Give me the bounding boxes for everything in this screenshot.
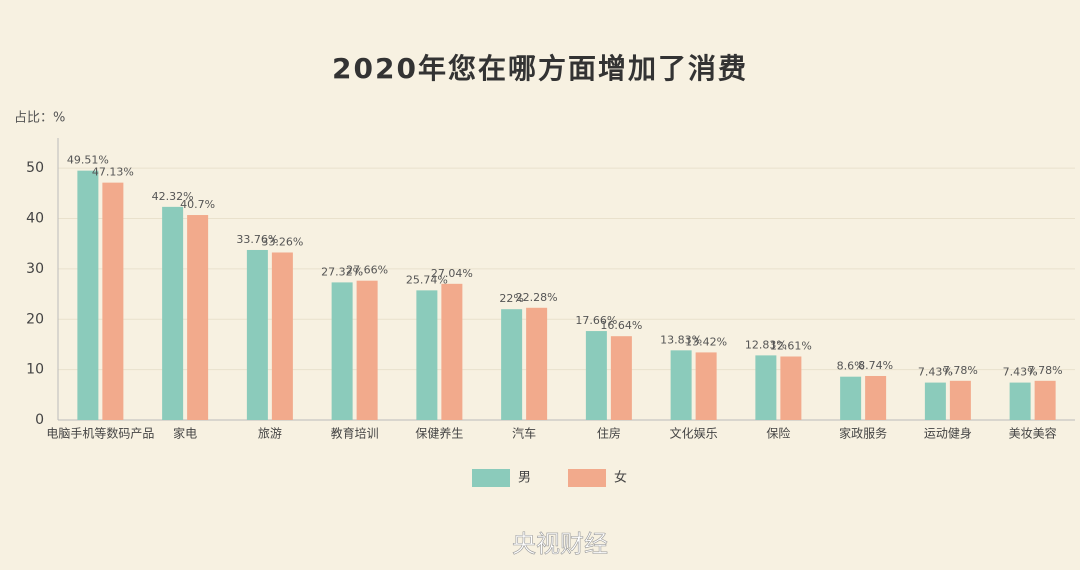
x-tick-label: 住房 bbox=[597, 426, 621, 441]
bar bbox=[695, 352, 717, 420]
x-tick-label: 旅游 bbox=[258, 427, 282, 441]
y-tick-label: 10 bbox=[26, 362, 44, 378]
value-label: 40.7% bbox=[180, 198, 215, 211]
y-axis-label: 占比：% bbox=[14, 111, 65, 126]
value-label: 7.43% bbox=[1003, 366, 1038, 379]
value-label: 49.51% bbox=[67, 154, 109, 167]
bar bbox=[610, 336, 632, 420]
bar bbox=[526, 307, 548, 420]
value-label: 7.78% bbox=[943, 364, 978, 377]
x-tick-label: 家电 bbox=[173, 426, 197, 441]
value-label: 42.32% bbox=[152, 190, 194, 203]
legend-swatch bbox=[472, 469, 510, 487]
bar bbox=[670, 350, 692, 420]
value-label: 7.78% bbox=[1028, 364, 1063, 377]
legend-label: 男 bbox=[518, 471, 531, 486]
value-label: 12.61% bbox=[770, 339, 812, 352]
y-tick-label: 30 bbox=[26, 261, 44, 277]
bar bbox=[416, 290, 438, 420]
y-tick-label: 20 bbox=[26, 311, 44, 327]
x-tick-label: 文化娱乐 bbox=[670, 426, 718, 441]
bar bbox=[1034, 380, 1056, 420]
y-tick-label: 0 bbox=[35, 412, 44, 428]
bar bbox=[162, 206, 184, 420]
legend-label: 女 bbox=[614, 470, 627, 486]
bar bbox=[865, 375, 887, 420]
value-label: 27.04% bbox=[431, 267, 473, 280]
value-label: 25.74% bbox=[406, 273, 448, 286]
bar bbox=[331, 282, 353, 420]
x-tick-label: 家政服务 bbox=[839, 426, 887, 441]
chart-title: 2020年您在哪方面增加了消费 bbox=[332, 52, 748, 85]
bar bbox=[780, 356, 802, 420]
bar bbox=[271, 252, 293, 420]
legend-swatch bbox=[568, 469, 606, 487]
bar bbox=[585, 331, 607, 420]
x-tick-label: 美妆美容 bbox=[1009, 426, 1057, 441]
value-label: 12.83% bbox=[745, 338, 787, 351]
value-label: 33.26% bbox=[261, 235, 303, 248]
bar bbox=[840, 376, 862, 420]
x-tick-label: 保健养生 bbox=[415, 426, 463, 441]
value-label: 16.64% bbox=[600, 319, 642, 332]
bar bbox=[949, 380, 971, 420]
bar bbox=[187, 215, 209, 420]
value-label: 27.32% bbox=[321, 265, 363, 278]
value-label: 13.83% bbox=[660, 333, 702, 346]
bar bbox=[356, 280, 378, 420]
value-label: 22% bbox=[499, 292, 523, 305]
bar bbox=[924, 382, 946, 420]
value-label: 8.6% bbox=[837, 360, 865, 373]
value-label: 13.42% bbox=[685, 335, 727, 348]
watermark: 央视财经 bbox=[512, 530, 608, 558]
value-label: 47.13% bbox=[92, 166, 134, 179]
bar bbox=[755, 355, 777, 420]
x-tick-label: 保险 bbox=[766, 426, 790, 441]
value-label: 33.76% bbox=[236, 233, 278, 246]
x-tick-label: 电脑手机等数码产品 bbox=[46, 426, 154, 441]
bar bbox=[441, 283, 463, 420]
value-label: 27.66% bbox=[346, 264, 388, 277]
bar bbox=[246, 249, 268, 420]
bar bbox=[501, 309, 523, 420]
bar bbox=[1009, 382, 1031, 420]
value-label: 8.74% bbox=[858, 359, 893, 372]
y-tick-label: 40 bbox=[26, 211, 44, 227]
x-tick-label: 汽车 bbox=[512, 426, 536, 441]
bar bbox=[102, 182, 124, 420]
x-tick-label: 教育培训 bbox=[331, 426, 379, 441]
x-tick-label: 运动健身 bbox=[924, 426, 972, 441]
value-label: 17.66% bbox=[575, 314, 617, 327]
value-label: 7.43% bbox=[918, 366, 953, 379]
value-label: 22.28% bbox=[516, 291, 558, 304]
bar bbox=[77, 170, 99, 420]
y-tick-label: 50 bbox=[26, 160, 44, 176]
